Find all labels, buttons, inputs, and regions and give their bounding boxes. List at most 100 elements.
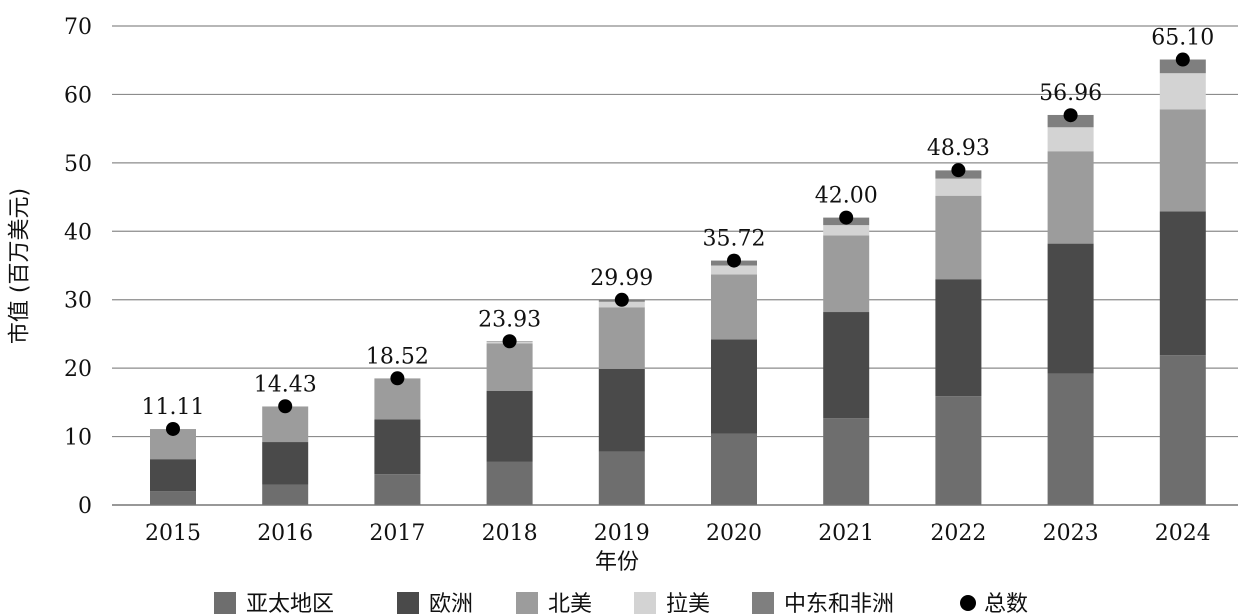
- bar-segment: [1159, 109, 1206, 212]
- bar-segment: [1047, 243, 1094, 374]
- total-data-label: 56.96: [1039, 81, 1102, 106]
- legend-item: 拉美: [634, 592, 710, 616]
- legend-marker: [960, 595, 976, 611]
- legend-swatch: [397, 592, 419, 614]
- legend-swatch: [214, 592, 236, 614]
- bar-segment: [374, 474, 421, 505]
- total-data-label: 65.10: [1151, 26, 1214, 51]
- legend-item: 欧洲: [397, 592, 473, 616]
- x-tick-label: 2021: [818, 521, 874, 546]
- x-tick-label: 2017: [369, 521, 425, 546]
- total-marker: [390, 371, 405, 386]
- y-tick-label: 10: [64, 426, 92, 451]
- x-tick-label: 2016: [257, 521, 313, 546]
- total-data-label: 14.43: [254, 372, 317, 397]
- y-axis-title: 市值 (百万美元): [8, 188, 33, 344]
- bar-stack: [150, 429, 196, 505]
- bar-segment: [262, 484, 309, 505]
- bar-stack: [374, 378, 421, 505]
- total-marker: [614, 292, 629, 307]
- bar-segment: [1159, 73, 1206, 110]
- legend-label: 中东和非洲: [784, 592, 894, 616]
- bar-segment: [598, 451, 645, 505]
- legend: 亚太地区 欧洲 北美 拉美 中东和非洲 总数: [214, 592, 1028, 616]
- total-marker: [1063, 108, 1078, 123]
- y-tick-label: 30: [64, 289, 92, 314]
- bar-segment: [1047, 127, 1094, 152]
- legend-item: 北美: [516, 592, 592, 616]
- x-axis-ticks: 2015 2016 2017 2018 2019 2020 2021 2022 2023 2024: [145, 521, 1211, 546]
- y-axis-ticks: 0 10 20 30 40 50 60 70: [64, 15, 92, 519]
- bar-segment: [150, 491, 196, 505]
- bar-segment: [374, 419, 421, 475]
- total-data-label: 29.99: [590, 266, 653, 291]
- bar-segment: [711, 339, 757, 434]
- x-tick-label: 2015: [145, 521, 201, 546]
- total-marker: [951, 163, 966, 178]
- bar-segment: [150, 459, 196, 492]
- bar-segment: [1047, 373, 1094, 505]
- x-axis-title: 年份: [595, 550, 639, 575]
- bars: [150, 59, 1206, 505]
- legend-label: 总数: [984, 592, 1028, 616]
- total-data-label: 48.93: [927, 136, 990, 161]
- x-tick-label: 2020: [706, 521, 762, 546]
- y-tick-label: 50: [64, 152, 92, 177]
- bar-segment: [598, 368, 645, 452]
- x-tick-label: 2018: [482, 521, 538, 546]
- gridlines: [112, 25, 1238, 438]
- total-data-label: 11.11: [142, 395, 205, 420]
- legend-swatch: [634, 592, 656, 614]
- total-data-label: 42.00: [815, 184, 878, 209]
- bar-stack: [598, 299, 645, 505]
- y-tick-label: 0: [78, 494, 92, 519]
- total-data-label: 35.72: [703, 227, 766, 252]
- x-tick-label: 2023: [1043, 521, 1099, 546]
- bar-segment: [711, 274, 757, 340]
- bar-stack: [823, 217, 870, 505]
- bar-segment: [823, 225, 870, 236]
- legend-label: 欧洲: [429, 592, 473, 616]
- y-tick-label: 60: [64, 83, 92, 108]
- bar-segment: [711, 265, 757, 275]
- bar-segment: [711, 433, 757, 505]
- x-tick-label: 2022: [930, 521, 986, 546]
- legend-label: 拉美: [666, 592, 710, 616]
- bar-segment: [486, 461, 533, 505]
- bar-segment: [823, 235, 870, 313]
- bar-segment: [486, 390, 533, 462]
- bar-stack: [486, 341, 533, 505]
- x-tick-label: 2024: [1155, 521, 1211, 546]
- bar-segment: [1047, 151, 1094, 244]
- total-marker: [727, 253, 741, 268]
- total-data-label: 23.93: [478, 307, 541, 332]
- y-tick-label: 20: [64, 357, 92, 382]
- total-marker: [502, 334, 517, 349]
- legend-label: 亚太地区: [246, 592, 334, 616]
- bar-segment: [1159, 211, 1206, 356]
- bar-segment: [823, 418, 870, 505]
- bar-segment: [486, 343, 533, 391]
- legend-item: 中东和非洲: [752, 592, 894, 616]
- bar-segment: [1159, 355, 1206, 505]
- total-markers: 11.11 14.43 18.52 23.93 29.99 35.72 42.00 48.93…: [142, 26, 1214, 436]
- bar-segment: [935, 279, 982, 397]
- legend-item-total: 总数: [960, 592, 1028, 616]
- total-data-label: 18.52: [366, 344, 429, 369]
- y-tick-label: 70: [64, 15, 92, 40]
- bar-segment: [935, 195, 982, 280]
- y-tick-label: 40: [64, 220, 92, 245]
- bar-stack: [1047, 114, 1094, 505]
- legend-label: 北美: [548, 592, 592, 616]
- total-marker: [166, 421, 180, 436]
- legend-swatch: [752, 592, 774, 614]
- total-marker: [278, 399, 293, 414]
- legend-swatch: [516, 592, 538, 614]
- bar-segment: [935, 178, 982, 196]
- bar-stack: [711, 260, 757, 505]
- total-marker: [1175, 52, 1190, 67]
- bar-stack: [935, 170, 982, 505]
- legend-item: 亚太地区: [214, 592, 334, 616]
- bar-stack: [262, 406, 309, 505]
